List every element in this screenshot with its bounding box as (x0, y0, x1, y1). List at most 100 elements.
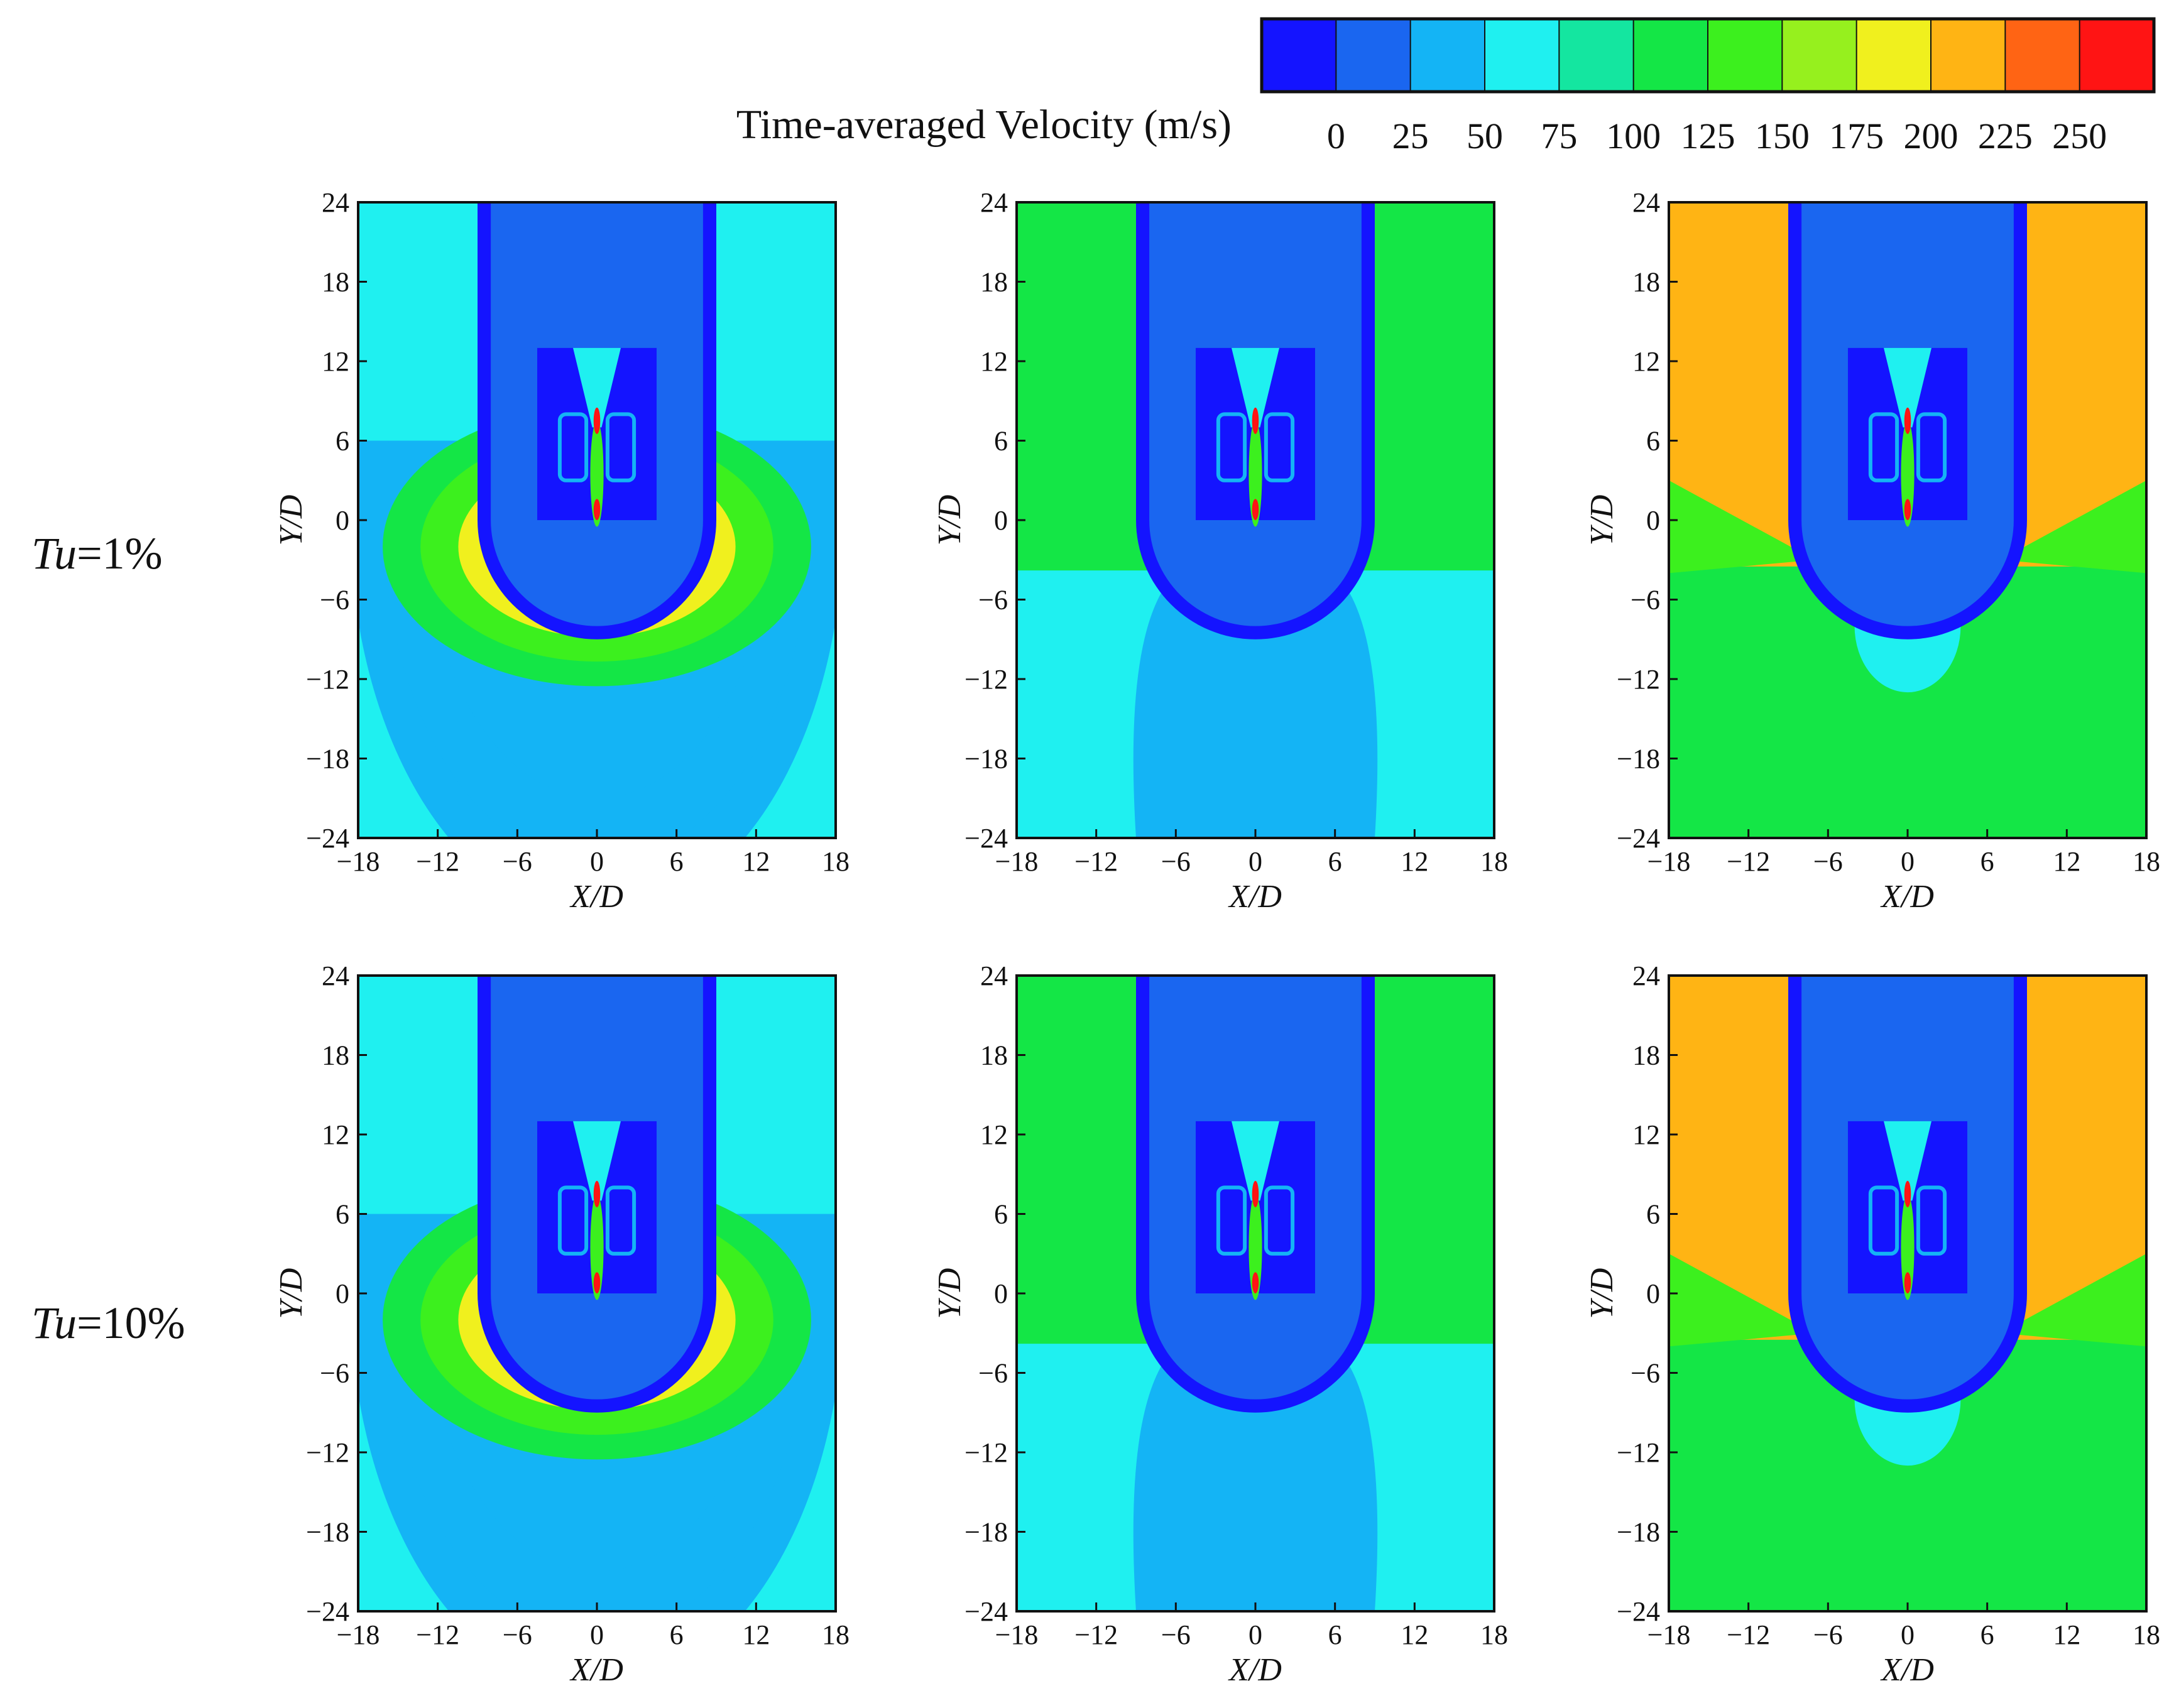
contour-field (358, 202, 836, 838)
x-tick-label: 18 (1480, 1619, 1508, 1650)
y-axis-title: Y/D (1584, 495, 1620, 546)
jet-peak (1904, 1180, 1911, 1207)
colorbar-tick-label: 125 (1681, 116, 1735, 156)
probe-port (557, 412, 589, 482)
y-tick-label: 18 (322, 1040, 349, 1071)
jet-core (1248, 1194, 1262, 1300)
y-tick-label: 18 (1632, 267, 1660, 298)
x-tick-label: 12 (1401, 1619, 1428, 1650)
x-tick-label: 0 (1901, 846, 1915, 877)
y-tick-label: 12 (322, 346, 349, 377)
y-tick-label: 0 (336, 505, 349, 536)
colorbar-segment (1558, 18, 1635, 92)
colorbar-segment (1930, 18, 2006, 92)
probe-port (1216, 1185, 1247, 1256)
jet-peak (1904, 407, 1911, 434)
x-tick-label: 18 (2133, 846, 2160, 877)
x-tick-label: −12 (1727, 846, 1770, 877)
x-tick-label: −18 (1647, 846, 1691, 877)
probe-port (605, 1185, 636, 1256)
jet-core (1901, 420, 1915, 527)
y-tick-label: 0 (336, 1278, 349, 1309)
y-tick-label: 6 (336, 426, 349, 457)
probe-nozzle (1232, 1121, 1279, 1201)
colorbar-segment (1335, 18, 1412, 92)
probe-nozzle (1884, 1121, 1931, 1201)
jet-peak (1252, 1272, 1259, 1293)
y-tick-label: 6 (336, 1199, 349, 1230)
y-tick-label: −6 (978, 1358, 1008, 1389)
probe-nozzle (573, 347, 621, 428)
y-tick-label: −24 (964, 823, 1008, 854)
x-tick-label: −12 (416, 1619, 459, 1650)
colorbar-tick-label: 150 (1755, 116, 1810, 156)
x-tick-label: 0 (1901, 1619, 1915, 1650)
colorbar-segment (1632, 18, 1709, 92)
contour-field (1017, 976, 1494, 1611)
x-axis-title: X/D (1228, 1652, 1282, 1688)
field-shear (1669, 480, 1815, 574)
contour-field (358, 976, 836, 1611)
row-label-value: =1% (77, 528, 163, 579)
y-tick-label: 18 (980, 1040, 1008, 1071)
x-tick-label: 12 (1401, 846, 1428, 877)
x-axis-title: X/D (569, 879, 623, 915)
probe-nozzle (1232, 347, 1279, 428)
y-tick-label: 24 (322, 960, 349, 991)
y-tick-label: −6 (1631, 585, 1660, 616)
y-tick-label: 24 (980, 187, 1008, 218)
row-labels: Tu=1%Tu=10% (31, 528, 185, 1348)
jet-core (590, 420, 604, 527)
y-tick-label: 24 (980, 960, 1008, 991)
colorbar-segment (1855, 18, 1932, 92)
x-tick-label: 6 (1328, 1619, 1342, 1650)
y-tick-label: −18 (306, 1517, 349, 1548)
y-tick-label: 12 (980, 346, 1008, 377)
colorbar-segment (1781, 18, 1858, 92)
probe-port (1916, 412, 1947, 482)
y-tick-label: 24 (322, 187, 349, 218)
x-tick-label: −18 (995, 1619, 1039, 1650)
contour-panels: −18 −12 −6 0 6 12 1824181260−6−12−18−24X/DY/D−… (273, 187, 2160, 1688)
x-tick-label: 0 (1248, 846, 1262, 877)
colorbar-tick-label: 200 (1904, 116, 1959, 156)
x-tick-label: −12 (416, 846, 459, 877)
x-tick-label: −18 (995, 846, 1039, 877)
colorbar-tick-label: 100 (1606, 116, 1661, 156)
y-axis-title: Y/D (932, 1268, 968, 1319)
x-tick-label: 18 (2133, 1619, 2160, 1650)
x-tick-label: 12 (742, 846, 770, 877)
y-tick-label: −12 (306, 664, 349, 695)
y-tick-label: 6 (1646, 426, 1660, 457)
colorbar-tick-label: 250 (2052, 116, 2107, 156)
y-tick-label: −18 (1617, 744, 1660, 775)
y-tick-label: 12 (1632, 346, 1660, 377)
jet-peak (593, 1272, 601, 1293)
x-axis-title: X/D (1228, 879, 1282, 915)
field-wake-core (1133, 1346, 1378, 1611)
colorbar-segment (1409, 18, 1486, 92)
y-tick-label: −6 (1631, 1358, 1660, 1389)
field-shear (2000, 480, 2146, 574)
probe-port (1868, 412, 1899, 482)
x-tick-label: −6 (1813, 1619, 1843, 1650)
x-tick-label: −6 (1161, 846, 1191, 877)
jet-core (1901, 1194, 1915, 1300)
y-tick-label: 12 (1632, 1119, 1660, 1150)
y-tick-label: 12 (980, 1119, 1008, 1150)
y-tick-label: 24 (1632, 187, 1660, 218)
y-tick-label: 0 (1646, 1278, 1660, 1309)
y-tick-label: 0 (994, 1278, 1008, 1309)
contour-field (1669, 202, 2146, 838)
x-tick-label: 12 (2053, 846, 2080, 877)
colorbar-title: Time-averaged Velocity (m/s) (736, 102, 1232, 148)
y-tick-label: −18 (306, 744, 349, 775)
y-tick-label: 0 (994, 505, 1008, 536)
x-tick-label: −6 (1813, 846, 1843, 877)
probe-nozzle (573, 1121, 621, 1201)
